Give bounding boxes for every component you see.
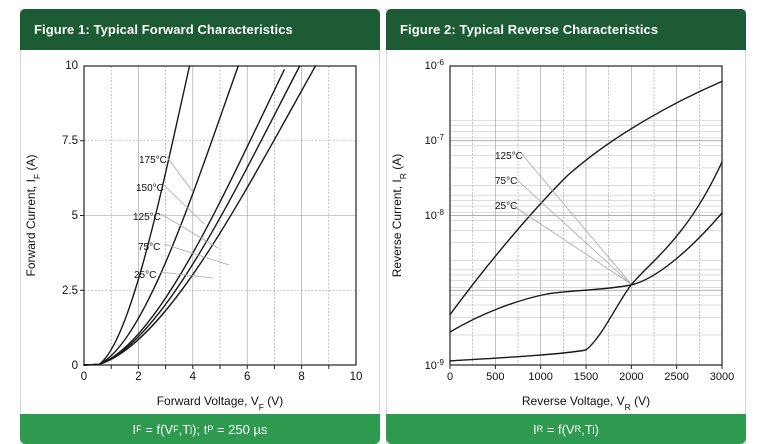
svg-text:6: 6	[244, 371, 250, 383]
svg-text:10-8: 10-8	[425, 208, 445, 223]
svg-text:10: 10	[65, 60, 78, 72]
svg-text:75°C: 75°C	[495, 176, 517, 187]
svg-text:175°C: 175°C	[139, 155, 167, 166]
svg-text:10-6: 10-6	[425, 58, 445, 73]
svg-text:7.5: 7.5	[62, 135, 78, 147]
svg-text:75°C: 75°C	[138, 242, 160, 253]
svg-text:Forward Current, IF (A): Forward Current, IF (A)	[24, 155, 42, 277]
svg-text:10: 10	[350, 371, 363, 383]
svg-text:0: 0	[81, 371, 87, 383]
svg-text:1000: 1000	[528, 371, 552, 383]
svg-text:2500: 2500	[664, 371, 688, 383]
svg-text:500: 500	[486, 371, 504, 383]
svg-text:2.5: 2.5	[62, 285, 78, 297]
svg-text:8: 8	[298, 371, 304, 383]
svg-text:150°C: 150°C	[136, 183, 164, 194]
svg-text:25°C: 25°C	[134, 270, 156, 281]
svg-text:5: 5	[72, 210, 78, 222]
svg-text:Forward Voltage, VF (V): Forward Voltage, VF (V)	[157, 394, 284, 412]
svg-text:Reverse Voltage, VR (V): Reverse Voltage, VR (V)	[522, 394, 650, 412]
svg-text:0: 0	[447, 371, 453, 383]
svg-text:1500: 1500	[574, 371, 598, 383]
svg-text:125°C: 125°C	[133, 212, 161, 223]
svg-text:Reverse Current, IR (A): Reverse Current, IR (A)	[390, 154, 408, 278]
svg-text:10-7: 10-7	[425, 133, 445, 148]
svg-text:2000: 2000	[619, 371, 643, 383]
svg-text:0: 0	[72, 360, 78, 372]
svg-text:4: 4	[190, 371, 197, 383]
svg-text:3000: 3000	[710, 371, 734, 383]
svg-text:2: 2	[135, 371, 141, 383]
svg-text:125°C: 125°C	[495, 151, 523, 162]
svg-text:10-9: 10-9	[425, 358, 445, 373]
